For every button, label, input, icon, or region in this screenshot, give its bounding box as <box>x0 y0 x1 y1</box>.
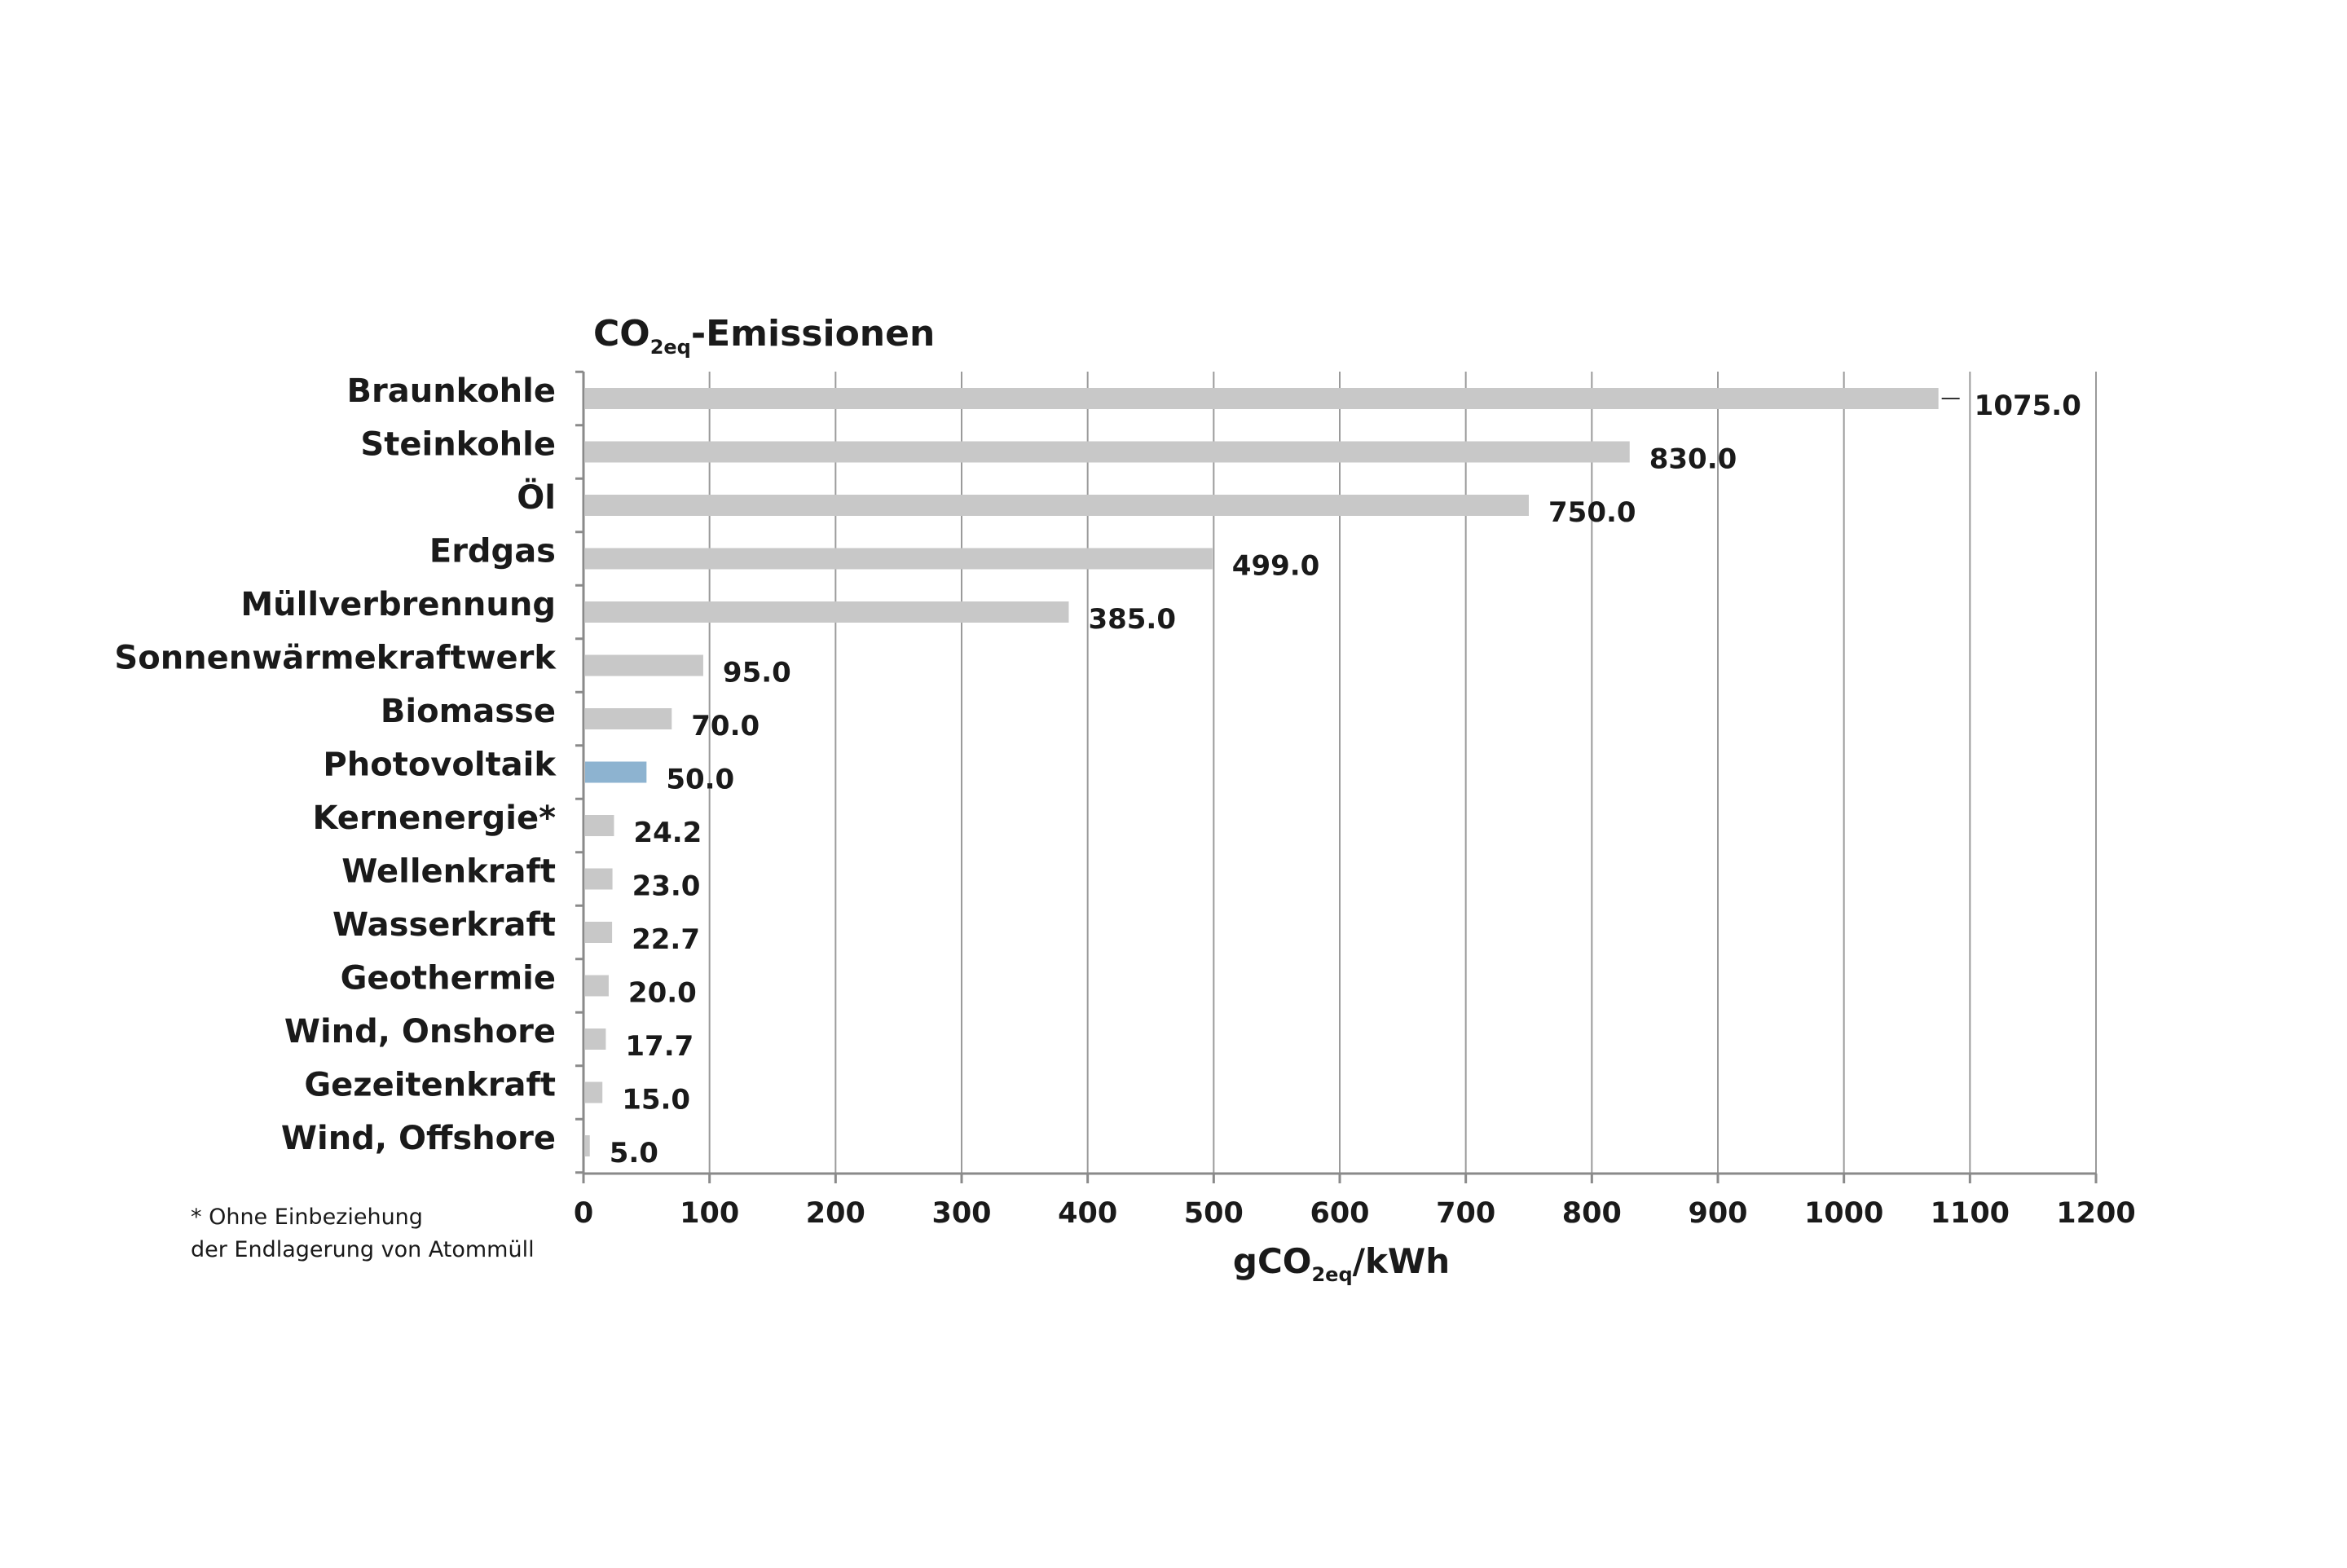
x-tick-label-300: 300 <box>931 1197 991 1230</box>
value-label-14: 5.0 <box>610 1137 658 1169</box>
value-label-5: 95.0 <box>723 657 791 689</box>
grid-layer <box>708 372 2097 1174</box>
labels-layer: 0 100 200 300 400 500 600 700 800 900 1000 1100 1200… <box>114 372 2135 1230</box>
chart-title-sub: 2eq <box>650 336 691 359</box>
chart-title: CO2eq-Emissionen <box>593 313 935 359</box>
bar-6 <box>585 708 672 729</box>
footnote-line-1: * Ohne Einbeziehung <box>191 1205 423 1230</box>
bar-11 <box>585 975 609 997</box>
category-label-10: Wasserkraft <box>332 906 556 944</box>
x-tick-label-600: 600 <box>1310 1197 1369 1230</box>
category-label-11: Geothermie <box>341 960 556 998</box>
x-tick-label-400: 400 <box>1058 1197 1117 1230</box>
chart-title-rest: -Emissionen <box>691 313 935 355</box>
x-tick-label-500: 500 <box>1184 1197 1244 1230</box>
category-label-0: Braunkohle <box>347 372 556 410</box>
bar-2 <box>585 495 1529 516</box>
category-label-6: Biomasse <box>381 693 556 730</box>
x-axis-label: gCO2eq/kWh <box>1233 1241 1450 1286</box>
category-label-14: Wind, Offshore <box>281 1120 556 1157</box>
value-label-3: 499.0 <box>1232 550 1320 583</box>
category-label-8: Kernenergie* <box>313 799 557 837</box>
chart-title-main: CO <box>593 313 650 355</box>
bar-13 <box>585 1081 603 1103</box>
x-tick-label-1000: 1000 <box>1804 1197 1883 1230</box>
bar-10 <box>585 922 613 943</box>
value-label-1: 830.0 <box>1649 443 1737 476</box>
value-label-0: 1075.0 <box>1975 390 2081 422</box>
category-label-5: Sonnenwärmekraftwerk <box>114 640 557 677</box>
x-axis-label-main: gCO <box>1233 1241 1312 1281</box>
bar-7 <box>585 761 647 783</box>
bars-layer <box>585 388 1939 1156</box>
category-label-13: Gezeitenkraft <box>304 1067 556 1104</box>
category-label-2: Öl <box>517 478 556 517</box>
bar-1 <box>585 441 1630 463</box>
value-label-9: 23.0 <box>632 870 701 903</box>
bar-0 <box>585 388 1939 409</box>
value-label-13: 15.0 <box>622 1084 690 1117</box>
bar-5 <box>585 654 703 676</box>
axis-layer <box>575 370 2098 1183</box>
x-tick-label-200: 200 <box>806 1197 865 1230</box>
x-tick-label-1100: 1100 <box>1931 1197 2010 1230</box>
category-label-7: Photovoltaik <box>323 747 557 784</box>
x-axis-label-rest: /kWh <box>1353 1241 1451 1281</box>
footnote-line-2: der Endlagerung von Atommüll <box>191 1237 535 1262</box>
bar-8 <box>585 815 614 836</box>
category-label-3: Erdgas <box>429 533 556 570</box>
category-label-12: Wind, Onshore <box>284 1013 556 1050</box>
bar-3 <box>585 548 1213 570</box>
category-label-9: Wellenkraft <box>341 853 556 891</box>
x-tick-label-100: 100 <box>680 1197 739 1230</box>
bar-12 <box>585 1028 606 1050</box>
bar-4 <box>585 601 1069 623</box>
value-label-7: 50.0 <box>666 764 734 796</box>
x-tick-label-0: 0 <box>574 1197 593 1230</box>
value-label-2: 750.0 <box>1548 496 1636 529</box>
value-label-6: 70.0 <box>691 710 760 742</box>
value-label-4: 385.0 <box>1088 603 1176 636</box>
bar-9 <box>585 868 613 890</box>
category-label-1: Steinkohle <box>360 426 556 464</box>
x-tick-label-700: 700 <box>1436 1197 1495 1230</box>
x-tick-label-900: 900 <box>1688 1197 1747 1230</box>
value-label-8: 24.2 <box>633 817 702 849</box>
bar-14 <box>585 1135 590 1156</box>
x-axis-label-sub: 2eq <box>1311 1263 1352 1286</box>
value-label-11: 20.0 <box>628 977 697 1010</box>
value-label-10: 22.7 <box>632 923 700 956</box>
category-label-4: Müllverbrennung <box>240 586 556 623</box>
value-label-12: 17.7 <box>625 1030 694 1063</box>
x-tick-label-800: 800 <box>1562 1197 1622 1230</box>
x-tick-label-1200: 1200 <box>2056 1197 2135 1230</box>
